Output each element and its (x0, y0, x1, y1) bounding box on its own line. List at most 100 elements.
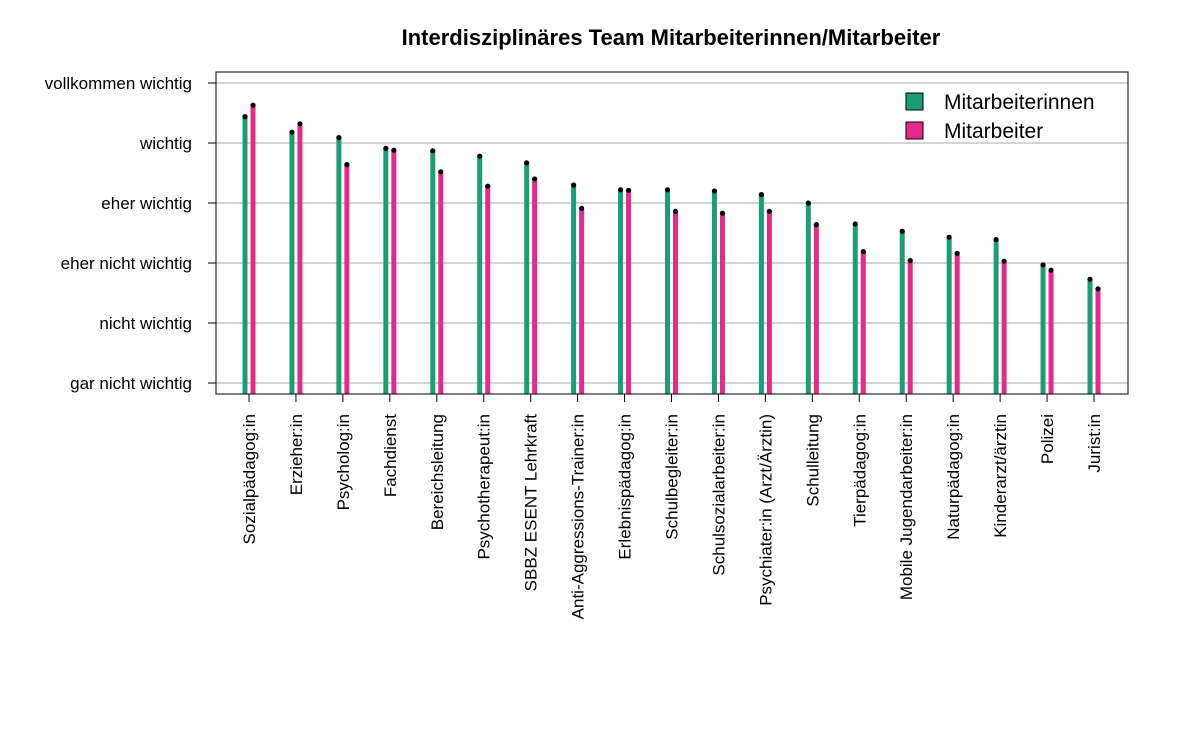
point-mitarbeiterinnen (993, 237, 999, 243)
x-tick-label: Bereichsleitung (428, 414, 447, 530)
point-mitarbeiterinnen (336, 135, 342, 141)
bar-mitarbeiterinnen (1087, 279, 1093, 394)
point-mitarbeiter (344, 162, 350, 168)
point-mitarbeiter (625, 187, 632, 193)
point-mitarbeiter (1095, 286, 1101, 292)
point-mitarbeiterinnen (711, 188, 718, 194)
bar-mitarbeiter (438, 171, 444, 394)
point-mitarbeiterinnen (899, 228, 905, 234)
bar-mitarbeiterinnen (336, 137, 342, 394)
bar-mitarbeiter (626, 190, 632, 394)
y-tick-label: vollkommen wichtig (45, 74, 192, 93)
x-tick-label: Fachdienst (381, 414, 400, 497)
y-tick-label: nicht wichtig (99, 314, 192, 333)
x-tick-label: Schulsozialarbeiter:in (709, 414, 728, 576)
y-tick-label: wichtig (139, 134, 192, 153)
bar-mitarbeiterinnen (665, 189, 670, 394)
bar-mitarbeiterinnen (711, 191, 717, 394)
bar-mitarbeiterinnen (289, 132, 295, 394)
point-mitarbeiterinnen (477, 153, 483, 159)
bar-mitarbeiter (250, 105, 256, 394)
point-mitarbeiterinnen (242, 114, 248, 120)
bar-mitarbeiter (297, 123, 303, 395)
points (242, 102, 1101, 292)
x-axis: Sozialpädagog:in Erzieher:in Psycholog:in F… (240, 394, 1104, 619)
bar-mitarbeiter (391, 150, 397, 394)
point-mitarbeiter (391, 147, 397, 153)
point-mitarbeiterinnen (946, 234, 952, 240)
point-mitarbeiter (250, 102, 256, 108)
point-mitarbeiterinnen (1040, 262, 1046, 268)
x-tick-label: Tierpädagog:in (850, 414, 869, 527)
point-mitarbeiter (672, 208, 679, 214)
bar-mitarbeiter (719, 213, 725, 394)
bar-mitarbeiterinnen (899, 231, 905, 394)
bars (242, 105, 1101, 395)
bar-mitarbeiter (532, 179, 538, 394)
x-tick-label: Sozialpädagog:in (240, 414, 259, 544)
point-mitarbeiterinnen (524, 160, 530, 166)
x-tick-label: Schulleitung (803, 414, 822, 507)
point-mitarbeiter (438, 169, 444, 175)
y-tick-label: eher wichtig (101, 194, 192, 213)
bar-mitarbeiterinnen (758, 194, 764, 394)
bar-mitarbeiter (813, 224, 819, 394)
bar-mitarbeiterinnen (852, 224, 858, 394)
bar-mitarbeiterinnen (946, 237, 952, 394)
bar-mitarbeiterinnen (571, 185, 577, 394)
grid (216, 82, 1128, 384)
y-axis: gar nicht wichtig nicht wichtig eher nicht… (45, 74, 216, 393)
point-mitarbeiterinnen (852, 221, 858, 227)
x-tick-label: Polizei (1038, 414, 1057, 464)
point-mitarbeiter (1001, 258, 1007, 264)
bar-mitarbeiter (579, 208, 585, 394)
point-mitarbeiterinnen (430, 148, 436, 154)
bar-mitarbeiterinnen (618, 189, 624, 394)
bar-mitarbeiterinnen (524, 162, 530, 394)
point-mitarbeiterinnen (758, 192, 764, 198)
x-tick-label: Psychotherapeut:in (475, 414, 494, 560)
x-tick-label: Anti-Aggressions-Trainer:in (569, 414, 588, 619)
x-tick-label: Kinderarzt/ärztin (991, 414, 1010, 538)
bar-mitarbeiterinnen (993, 239, 999, 394)
point-mitarbeiter (532, 176, 538, 182)
point-mitarbeiter (1048, 267, 1054, 273)
bar-mitarbeiter (1001, 261, 1007, 394)
point-mitarbeiter (766, 208, 772, 214)
legend-label-mitarbeiterinnen: Mitarbeiterinnen (944, 91, 1095, 114)
point-mitarbeiterinnen (571, 182, 577, 188)
x-tick-label: Psycholog:in (334, 414, 353, 510)
x-tick-label: Schulbegleiter:in (663, 414, 682, 540)
point-mitarbeiterinnen (383, 145, 389, 151)
bar-mitarbeiter (766, 211, 772, 394)
legend-swatch-mitarbeiterinnen (905, 92, 924, 111)
point-mitarbeiterinnen (664, 187, 671, 193)
point-mitarbeiter (907, 258, 913, 264)
x-tick-label: Erlebnispädagog:in (616, 414, 635, 560)
bar-mitarbeiterinnen (242, 116, 248, 394)
point-mitarbeiter (954, 250, 960, 256)
legend-swatch-mitarbeiter (905, 121, 924, 140)
x-tick-label: Erzieher:in (287, 414, 306, 495)
bar-mitarbeiter (485, 186, 491, 394)
bar-mitarbeiter (344, 164, 350, 394)
legend: Mitarbeiterinnen Mitarbeiter (905, 91, 1095, 143)
x-tick-label: Jurist:in (1085, 414, 1104, 473)
bar-mitarbeiter (1048, 270, 1054, 394)
bar-mitarbeiterinnen (477, 156, 483, 394)
bar-mitarbeiter (907, 260, 913, 394)
point-mitarbeiter (297, 121, 303, 127)
bar-mitarbeiter (673, 211, 678, 394)
point-mitarbeiter (719, 210, 726, 216)
point-mitarbeiterinnen (617, 187, 624, 193)
point-mitarbeiterinnen (1087, 276, 1093, 282)
bar-mitarbeiterinnen (805, 203, 811, 394)
bar-mitarbeiterinnen (430, 150, 436, 394)
bar-mitarbeiter (954, 253, 960, 394)
bar-mitarbeiterinnen (383, 148, 389, 394)
point-mitarbeiterinnen (805, 200, 811, 206)
point-mitarbeiterinnen (289, 129, 295, 135)
y-tick-label: eher nicht wichtig (61, 254, 192, 273)
point-mitarbeiter (579, 205, 585, 211)
